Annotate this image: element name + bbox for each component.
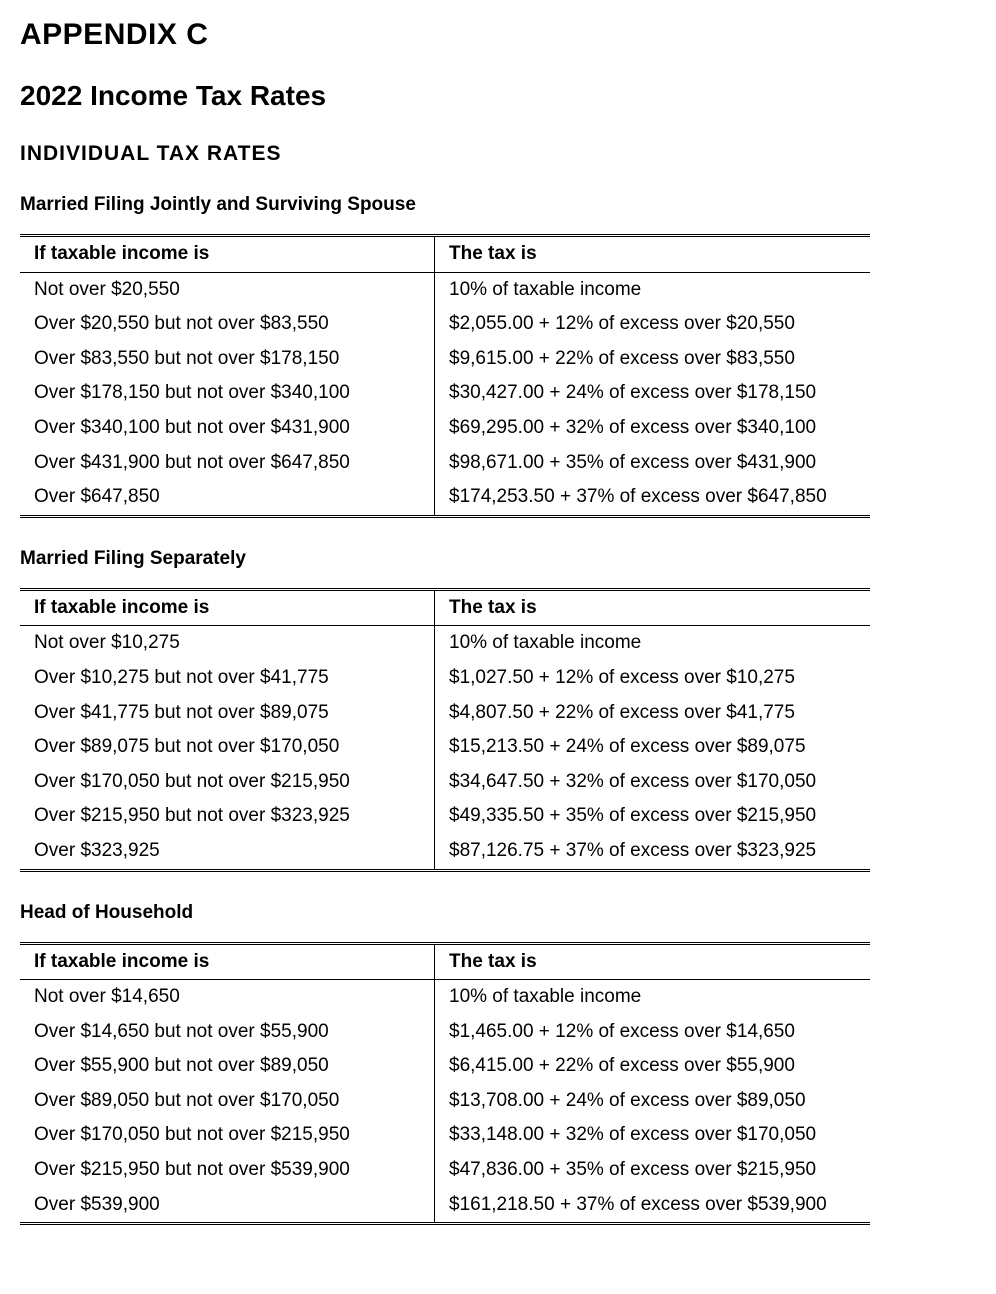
cell-income: Over $170,050 but not over $215,950 [20, 1118, 435, 1153]
appendix-label: APPENDIX C [20, 18, 976, 52]
cell-tax: 10% of taxable income [435, 980, 871, 1015]
cell-tax: $13,708.00 + 24% of excess over $89,050 [435, 1084, 871, 1119]
cell-income: Over $10,275 but not over $41,775 [20, 661, 435, 696]
column-header-tax: The tax is [435, 236, 871, 273]
cell-tax: $98,671.00 + 35% of excess over $431,900 [435, 446, 871, 481]
cell-income: Over $323,925 [20, 834, 435, 870]
cell-tax: $47,836.00 + 35% of excess over $215,950 [435, 1153, 871, 1188]
cell-income: Over $431,900 but not over $647,850 [20, 446, 435, 481]
cell-income: Over $55,900 but not over $89,050 [20, 1049, 435, 1084]
tax-rate-table: If taxable income isThe tax isNot over $… [20, 234, 870, 518]
table-title: Married Filing Separately [20, 548, 976, 570]
cell-tax: $49,335.50 + 35% of excess over $215,950 [435, 799, 871, 834]
cell-income: Over $20,550 but not over $83,550 [20, 307, 435, 342]
tax-rate-table: If taxable income isThe tax isNot over $… [20, 588, 870, 872]
table-row: Over $215,950 but not over $323,925$49,3… [20, 799, 870, 834]
table-row: Over $647,850$174,253.50 + 37% of excess… [20, 480, 870, 516]
cell-tax: $30,427.00 + 24% of excess over $178,150 [435, 376, 871, 411]
cell-tax: $1,465.00 + 12% of excess over $14,650 [435, 1015, 871, 1050]
page-title: 2022 Income Tax Rates [20, 80, 976, 112]
table-row: Over $178,150 but not over $340,100$30,4… [20, 376, 870, 411]
cell-tax: $15,213.50 + 24% of excess over $89,075 [435, 730, 871, 765]
section-heading: INDIVIDUAL TAX RATES [20, 142, 976, 166]
column-header-income: If taxable income is [20, 236, 435, 273]
cell-income: Over $170,050 but not over $215,950 [20, 765, 435, 800]
column-header-income: If taxable income is [20, 589, 435, 626]
cell-tax: $1,027.50 + 12% of excess over $10,275 [435, 661, 871, 696]
table-row: Over $323,925$87,126.75 + 37% of excess … [20, 834, 870, 870]
cell-income: Over $83,550 but not over $178,150 [20, 342, 435, 377]
table-row: Not over $10,27510% of taxable income [20, 626, 870, 661]
cell-income: Over $647,850 [20, 480, 435, 516]
tables-container: Married Filing Jointly and Surviving Spo… [20, 194, 976, 1225]
table-row: Over $55,900 but not over $89,050$6,415.… [20, 1049, 870, 1084]
column-header-tax: The tax is [435, 589, 871, 626]
cell-income: Over $178,150 but not over $340,100 [20, 376, 435, 411]
cell-tax: $87,126.75 + 37% of excess over $323,925 [435, 834, 871, 870]
cell-income: Not over $10,275 [20, 626, 435, 661]
cell-tax: $9,615.00 + 22% of excess over $83,550 [435, 342, 871, 377]
table-row: Over $170,050 but not over $215,950$34,6… [20, 765, 870, 800]
cell-tax: $33,148.00 + 32% of excess over $170,050 [435, 1118, 871, 1153]
table-row: Over $10,275 but not over $41,775$1,027.… [20, 661, 870, 696]
cell-income: Over $215,950 but not over $323,925 [20, 799, 435, 834]
table-row: Not over $14,65010% of taxable income [20, 980, 870, 1015]
cell-income: Over $41,775 but not over $89,075 [20, 696, 435, 731]
table-title: Head of Household [20, 902, 976, 924]
cell-tax: $69,295.00 + 32% of excess over $340,100 [435, 411, 871, 446]
table-row: Over $89,050 but not over $170,050$13,70… [20, 1084, 870, 1119]
cell-income: Over $215,950 but not over $539,900 [20, 1153, 435, 1188]
cell-income: Not over $20,550 [20, 272, 435, 307]
cell-income: Over $539,900 [20, 1188, 435, 1224]
cell-tax: $2,055.00 + 12% of excess over $20,550 [435, 307, 871, 342]
table-row: Over $431,900 but not over $647,850$98,6… [20, 446, 870, 481]
tax-rate-table: If taxable income isThe tax isNot over $… [20, 942, 870, 1226]
cell-tax: 10% of taxable income [435, 626, 871, 661]
cell-income: Over $89,050 but not over $170,050 [20, 1084, 435, 1119]
table-title: Married Filing Jointly and Surviving Spo… [20, 194, 976, 216]
table-row: Over $41,775 but not over $89,075$4,807.… [20, 696, 870, 731]
cell-income: Over $14,650 but not over $55,900 [20, 1015, 435, 1050]
table-row: Over $89,075 but not over $170,050$15,21… [20, 730, 870, 765]
table-row: Over $14,650 but not over $55,900$1,465.… [20, 1015, 870, 1050]
cell-income: Over $89,075 but not over $170,050 [20, 730, 435, 765]
cell-tax: 10% of taxable income [435, 272, 871, 307]
table-row: Over $340,100 but not over $431,900$69,2… [20, 411, 870, 446]
cell-tax: $161,218.50 + 37% of excess over $539,90… [435, 1188, 871, 1224]
cell-income: Over $340,100 but not over $431,900 [20, 411, 435, 446]
cell-tax: $34,647.50 + 32% of excess over $170,050 [435, 765, 871, 800]
table-row: Not over $20,55010% of taxable income [20, 272, 870, 307]
table-row: Over $170,050 but not over $215,950$33,1… [20, 1118, 870, 1153]
table-row: Over $215,950 but not over $539,900$47,8… [20, 1153, 870, 1188]
cell-tax: $174,253.50 + 37% of excess over $647,85… [435, 480, 871, 516]
cell-income: Not over $14,650 [20, 980, 435, 1015]
table-row: Over $83,550 but not over $178,150$9,615… [20, 342, 870, 377]
cell-tax: $4,807.50 + 22% of excess over $41,775 [435, 696, 871, 731]
table-row: Over $20,550 but not over $83,550$2,055.… [20, 307, 870, 342]
column-header-tax: The tax is [435, 943, 871, 980]
table-row: Over $539,900$161,218.50 + 37% of excess… [20, 1188, 870, 1224]
column-header-income: If taxable income is [20, 943, 435, 980]
cell-tax: $6,415.00 + 22% of excess over $55,900 [435, 1049, 871, 1084]
